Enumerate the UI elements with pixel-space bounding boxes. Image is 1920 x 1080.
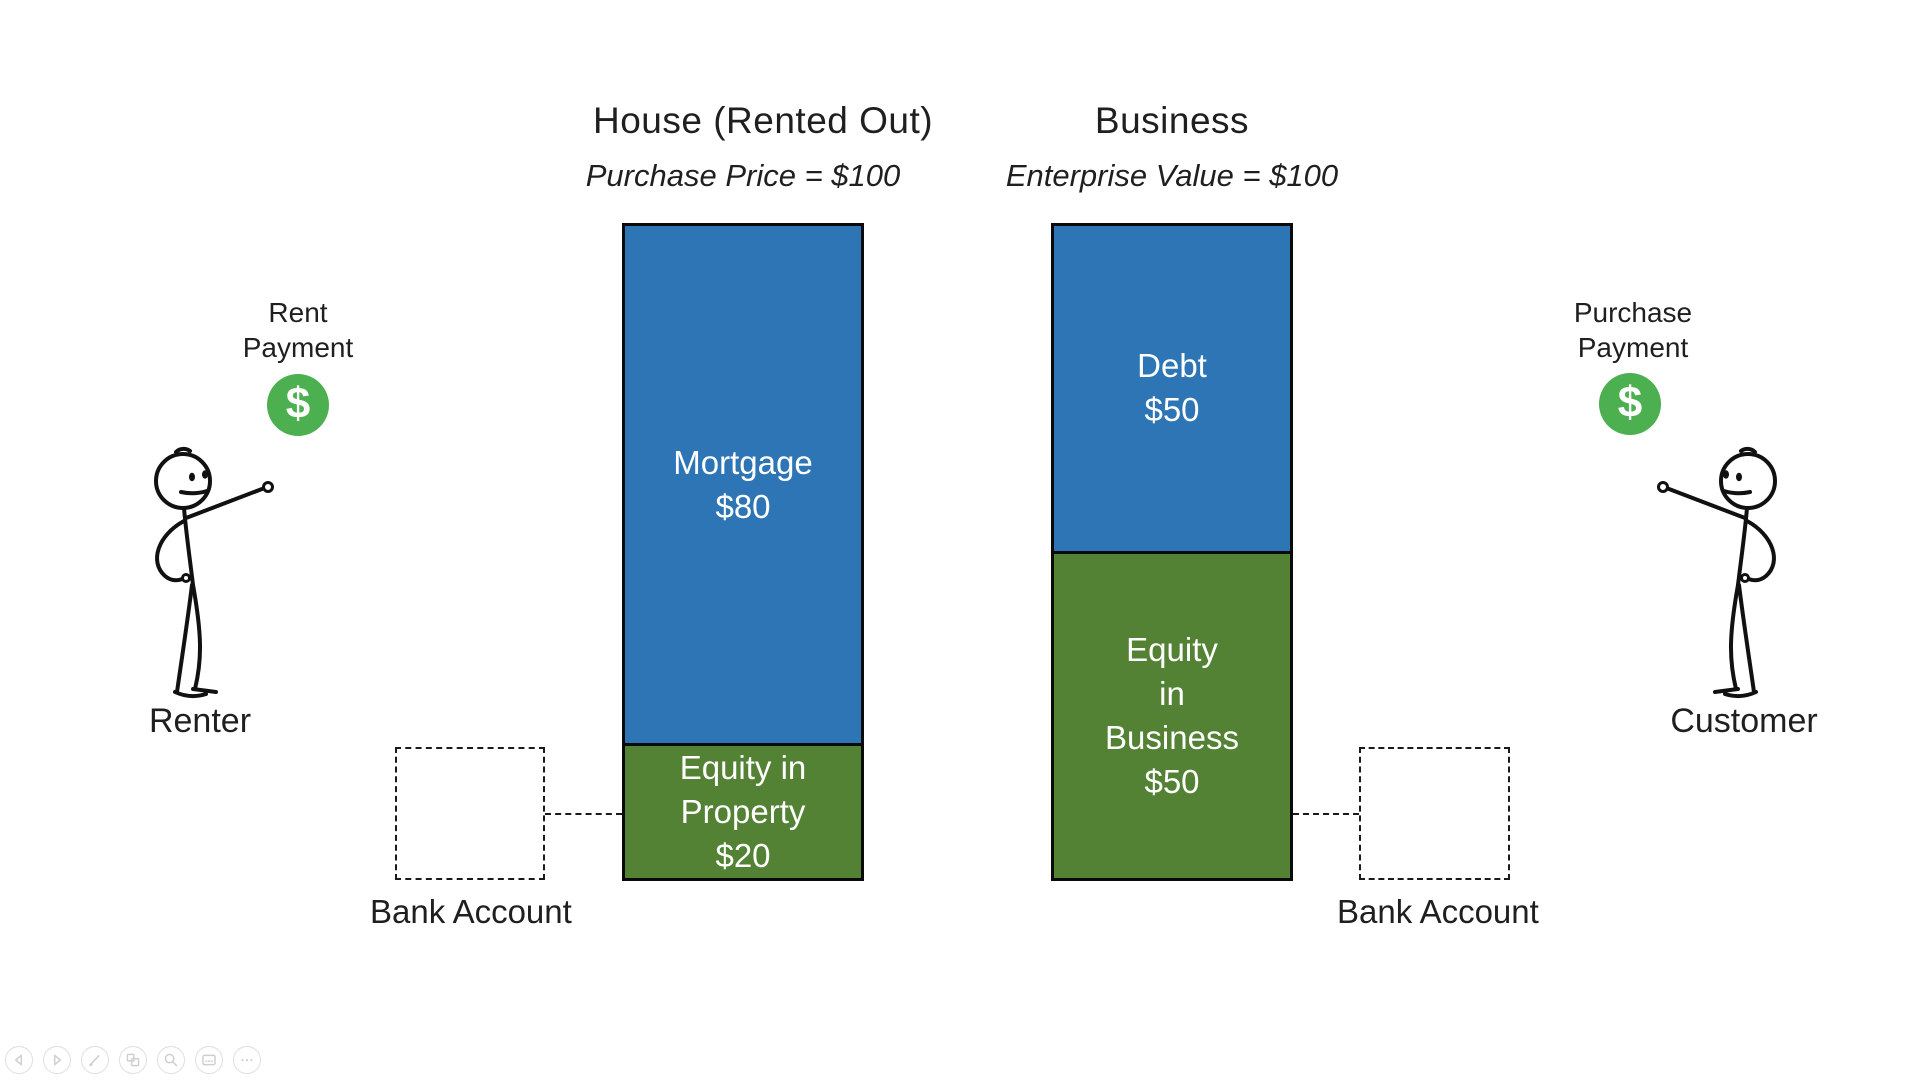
zoom-slide-button[interactable] [157, 1046, 185, 1074]
next-slide-button[interactable] [43, 1046, 71, 1074]
ellipsis-icon [241, 1059, 253, 1062]
captions-icon [202, 1054, 216, 1066]
business-equity-label-line1: Equity [1126, 630, 1218, 668]
left-bank-account-box [395, 747, 545, 880]
mortgage-value: $80 [715, 487, 771, 525]
house-equity-segment: Equity in Property $20 [625, 743, 861, 878]
more-options-button[interactable] [233, 1046, 261, 1074]
previous-slide-button[interactable] [5, 1046, 33, 1074]
house-equity-label-line1: Equity in [679, 749, 807, 786]
left-bank-account-label: Bank Account [370, 893, 572, 930]
pen-tool-button[interactable] [81, 1046, 109, 1074]
house-subtitle: Purchase Price = $100 [585, 158, 901, 193]
left-bank-account-connector [545, 813, 622, 815]
house-equity-label-line2: Property [680, 793, 806, 830]
presenter-toolbar [5, 1046, 261, 1074]
debt-value: $50 [1144, 391, 1200, 429]
customer-label: Customer [1670, 702, 1818, 740]
rent-payment-label: Rent Payment [242, 297, 354, 363]
right-bank-account-connector [1293, 813, 1359, 815]
business-equity-segment: Equity in Business $50 [1054, 550, 1290, 878]
customer-stick-figure-icon [1657, 446, 1777, 699]
business-equity-value: $50 [1144, 762, 1200, 800]
renter-stick-figure-icon [154, 446, 274, 699]
debt-label: Debt [1137, 347, 1207, 385]
captions-button[interactable] [195, 1046, 223, 1074]
renter-label: Renter [148, 702, 252, 740]
business-subtitle: Enterprise Value = $100 [1005, 158, 1339, 193]
business-equity-label-line3: Business [1105, 718, 1239, 756]
mortgage-label: Mortgage [673, 443, 813, 481]
purchase-payment-label: Purchase Payment [1573, 297, 1693, 363]
business-title: Business [1094, 100, 1250, 141]
chevron-left-icon [15, 1054, 23, 1066]
right-bank-account-box [1359, 747, 1510, 880]
purchase-money-icon: $ [1599, 373, 1661, 435]
business-equity-label-line2: in [1159, 674, 1185, 712]
right-bank-account-label: Bank Account [1337, 893, 1539, 930]
business-capital-structure-bar: Debt $50 Equity in Business $50 [1051, 223, 1293, 881]
chevron-right-icon [53, 1054, 61, 1066]
business-debt-segment: Debt $50 [1054, 226, 1290, 551]
all-slides-icon [126, 1053, 140, 1067]
rent-money-icon: $ [267, 374, 329, 436]
house-equity-value: $20 [715, 837, 771, 874]
pen-icon [89, 1055, 100, 1067]
house-mortgage-segment: Mortgage $80 [625, 226, 861, 743]
magnifier-icon [164, 1053, 178, 1067]
house-title: House (Rented Out) [593, 100, 934, 141]
see-all-slides-button[interactable] [119, 1046, 147, 1074]
house-capital-structure-bar: Mortgage $80 Equity in Property $20 [622, 223, 864, 881]
